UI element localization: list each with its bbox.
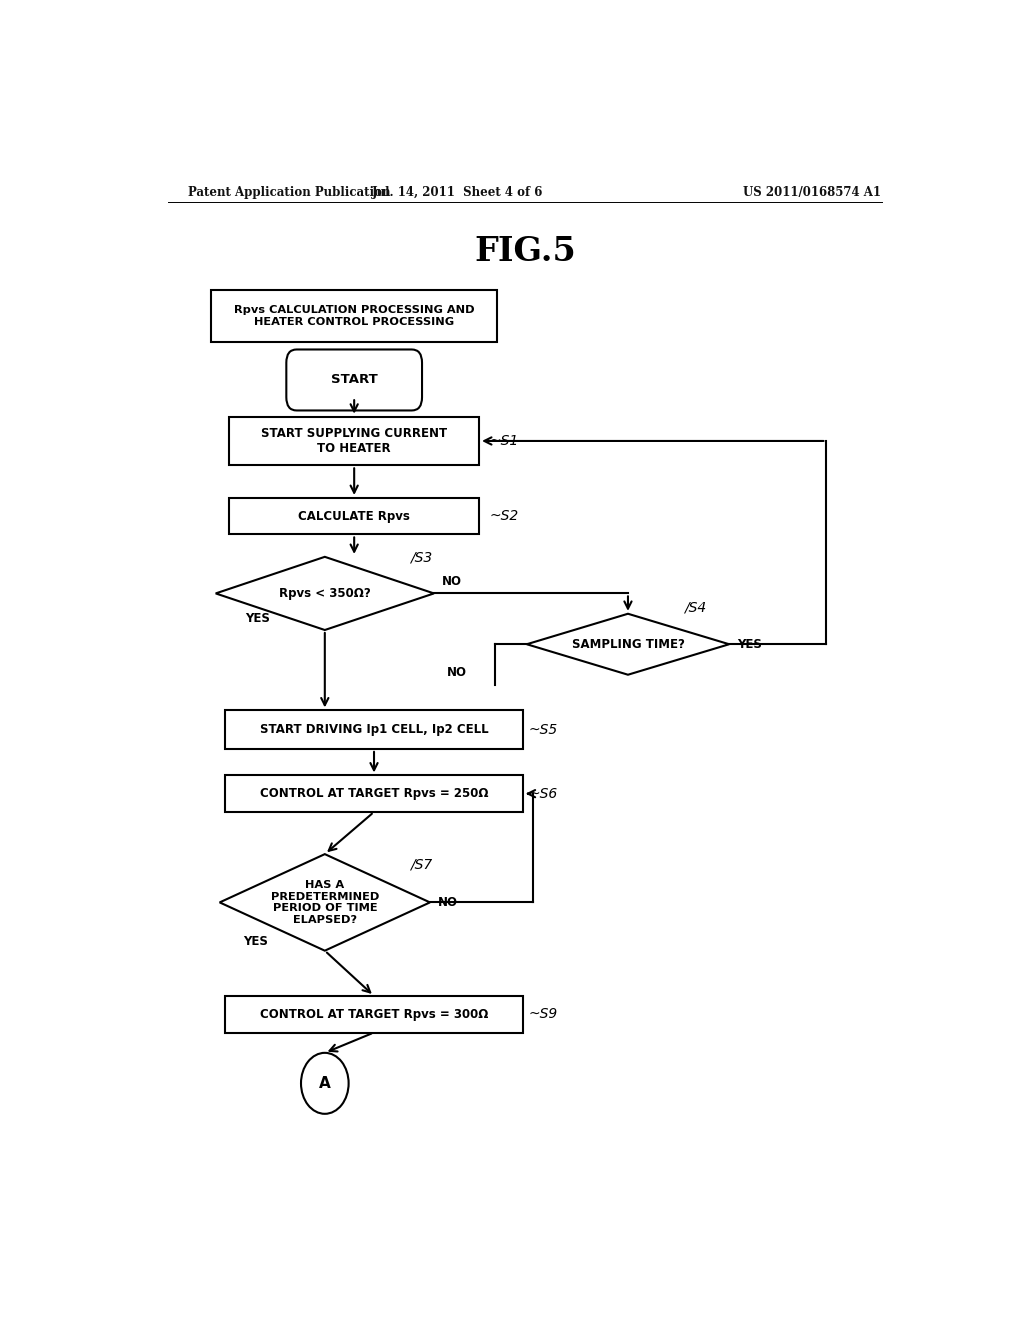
Text: ~S6: ~S6 — [528, 787, 558, 801]
Text: Patent Application Publication: Patent Application Publication — [187, 186, 390, 199]
FancyBboxPatch shape — [287, 350, 422, 411]
Text: YES: YES — [737, 638, 762, 651]
Text: ~S9: ~S9 — [528, 1007, 558, 1022]
Text: Rpvs < 350Ω?: Rpvs < 350Ω? — [279, 587, 371, 599]
Text: US 2011/0168574 A1: US 2011/0168574 A1 — [743, 186, 881, 199]
Text: /S4: /S4 — [684, 601, 706, 615]
Text: A: A — [318, 1076, 331, 1090]
Polygon shape — [220, 854, 430, 950]
Text: YES: YES — [246, 612, 270, 626]
Text: CALCULATE Rpvs: CALCULATE Rpvs — [298, 510, 411, 523]
Polygon shape — [216, 557, 434, 630]
Text: Jul. 14, 2011  Sheet 4 of 6: Jul. 14, 2011 Sheet 4 of 6 — [372, 186, 543, 199]
Text: YES: YES — [243, 935, 268, 948]
Text: CONTROL AT TARGET Rpvs = 300Ω: CONTROL AT TARGET Rpvs = 300Ω — [260, 1007, 488, 1020]
Text: ~S2: ~S2 — [489, 510, 518, 523]
FancyBboxPatch shape — [211, 289, 497, 342]
FancyBboxPatch shape — [229, 498, 479, 535]
Text: HAS A
PREDETERMINED
PERIOD OF TIME
ELAPSED?: HAS A PREDETERMINED PERIOD OF TIME ELAPS… — [270, 880, 379, 925]
FancyBboxPatch shape — [225, 995, 523, 1032]
Text: ~S5: ~S5 — [528, 722, 558, 737]
FancyBboxPatch shape — [229, 417, 479, 466]
Text: /S7: /S7 — [410, 858, 432, 871]
Text: NO: NO — [438, 896, 458, 909]
Text: SAMPLING TIME?: SAMPLING TIME? — [571, 638, 684, 651]
FancyBboxPatch shape — [225, 775, 523, 812]
Text: ~S1: ~S1 — [489, 434, 518, 447]
Text: START DRIVING Ip1 CELL, Ip2 CELL: START DRIVING Ip1 CELL, Ip2 CELL — [260, 723, 488, 737]
Text: CONTROL AT TARGET Rpvs = 250Ω: CONTROL AT TARGET Rpvs = 250Ω — [260, 787, 488, 800]
Text: NO: NO — [442, 574, 462, 587]
Text: START: START — [331, 374, 378, 387]
Text: Rpvs CALCULATION PROCESSING AND
HEATER CONTROL PROCESSING: Rpvs CALCULATION PROCESSING AND HEATER C… — [233, 305, 474, 327]
Text: /S3: /S3 — [410, 550, 432, 565]
FancyBboxPatch shape — [225, 710, 523, 748]
Polygon shape — [526, 614, 729, 675]
Text: FIG.5: FIG.5 — [474, 235, 575, 268]
Circle shape — [301, 1053, 348, 1114]
Text: START SUPPLYING CURRENT
TO HEATER: START SUPPLYING CURRENT TO HEATER — [261, 426, 447, 455]
Text: NO: NO — [447, 667, 467, 680]
